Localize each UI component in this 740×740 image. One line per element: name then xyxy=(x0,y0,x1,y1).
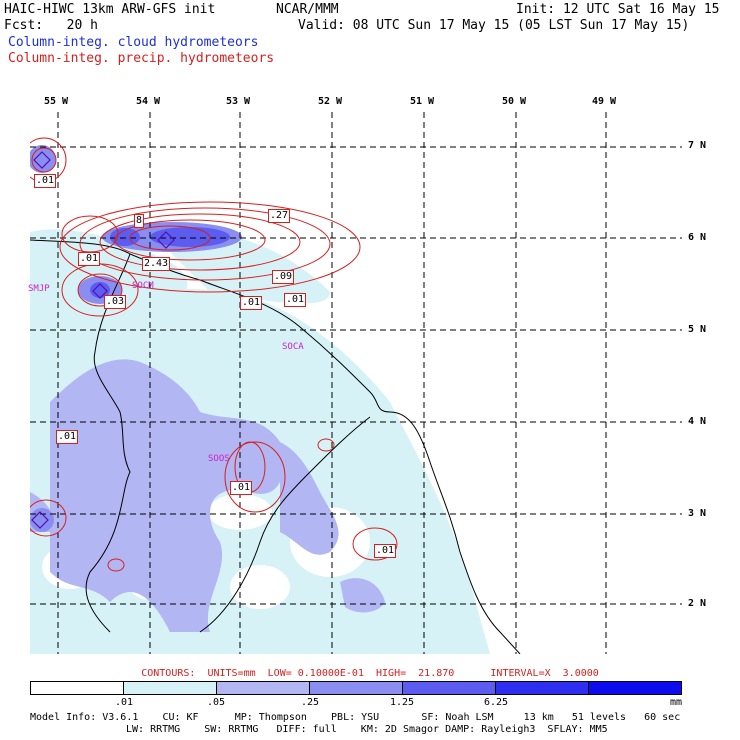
footer-physics-info: LW: RRTMG SW: RRTMG DIFF: full KM: 2D Sm… xyxy=(126,724,608,735)
lat-label: 2 N xyxy=(688,598,707,609)
contour-label: .09 xyxy=(272,270,295,284)
lon-label: 52 W xyxy=(318,96,343,107)
contour-label: .01 xyxy=(230,481,253,495)
lon-label: 53 W xyxy=(226,96,251,107)
lon-label: 51 W xyxy=(410,96,435,107)
colorbar-bin xyxy=(496,682,589,694)
init-time: Init: 12 UTC Sat 16 May 15 xyxy=(516,2,720,17)
colorbar-level: .01 xyxy=(114,697,134,708)
colorbar-bin xyxy=(403,682,496,694)
colorbar-level: 6.25 xyxy=(483,697,509,708)
footer-model-info: Model Info: V3.6.1 CU: KF MP: Thompson P… xyxy=(30,712,681,723)
colorbar-level: .25 xyxy=(300,697,320,708)
colorbar-unit: mm xyxy=(669,697,683,708)
contour-label: .01 xyxy=(56,430,79,444)
precip-contours xyxy=(30,137,398,572)
lat-label: 3 N xyxy=(688,508,707,519)
lat-label: 7 N xyxy=(688,140,707,151)
station-label: SMJP xyxy=(28,284,50,294)
forecast-hour: Fcst: 20 h xyxy=(4,18,98,33)
valid-time: Valid: 08 UTC Sun 17 May 15 (05 LST Sun … xyxy=(298,18,690,33)
lon-label: 55 W xyxy=(44,96,69,107)
border-line xyxy=(199,416,371,633)
station-label: SOCM xyxy=(132,281,154,291)
contour-label: 2.43 xyxy=(142,257,171,271)
contour-label: .01 xyxy=(34,174,57,188)
model-title: HAIC-HIWC 13km ARW-GFS init xyxy=(4,2,216,17)
lon-label: 54 W xyxy=(136,96,161,107)
lat-label: 4 N xyxy=(688,416,707,427)
peak-markers xyxy=(31,151,175,529)
border-line xyxy=(85,253,131,633)
contour-label: .03 xyxy=(104,295,127,309)
contour-label: .01 xyxy=(78,252,101,266)
colorbar-level: 1.25 xyxy=(389,697,415,708)
legend-cloud: Column-integ. cloud hydrometeors xyxy=(8,35,259,50)
contour-label: 8 xyxy=(134,214,145,228)
colorbar-bin xyxy=(124,682,217,694)
lat-lon-grid xyxy=(30,112,682,654)
colorbar-bin xyxy=(217,682,310,694)
colorbar-level: .05 xyxy=(206,697,226,708)
colorbar-bin xyxy=(310,682,403,694)
colorbar-bin xyxy=(589,682,681,694)
contour-info: CONTOURS: UNITS=mm LOW= 0.10000E-01 HIGH… xyxy=(141,668,599,679)
station-label: SOOS xyxy=(208,454,230,464)
colorbar-bin xyxy=(31,682,124,694)
organization: NCAR/MMM xyxy=(276,2,339,17)
station-label: SOCA xyxy=(282,342,304,352)
contour-label: .01 xyxy=(284,293,307,307)
contour-label: .27 xyxy=(268,209,291,223)
legend-precip: Column-integ. precip. hydrometeors xyxy=(8,51,275,66)
lon-label: 50 W xyxy=(502,96,527,107)
map-panel xyxy=(30,112,682,654)
lat-label: 5 N xyxy=(688,324,707,335)
colorbar xyxy=(30,681,682,695)
lat-label: 6 N xyxy=(688,232,707,243)
lon-label: 49 W xyxy=(592,96,617,107)
contour-label: .01 xyxy=(240,296,263,310)
contour-label: .01 xyxy=(374,544,397,558)
